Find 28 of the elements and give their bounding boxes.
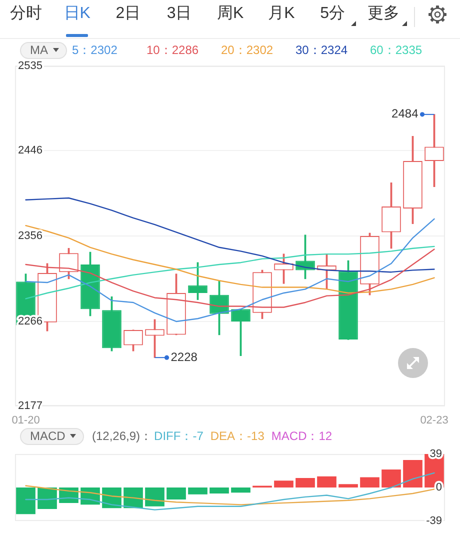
y-tick-label: 2177 <box>18 400 42 412</box>
text: 日K <box>64 4 90 24</box>
annotation: 2228 <box>170 350 198 364</box>
text: DEA：-13 <box>210 429 264 443</box>
y-tick-label: 2535 <box>18 60 42 72</box>
text: MACD <box>30 429 66 443</box>
annotation: 2484 <box>392 106 419 121</box>
text: 更多 <box>368 4 400 24</box>
y-tick-label: -39 <box>426 515 442 528</box>
y-tick-label: 2446 <box>18 144 42 157</box>
y-tick-label: 2356 <box>18 230 42 242</box>
text: 60：2335 <box>370 43 422 57</box>
text: 20：2302 <box>221 43 274 57</box>
x-tick-label: 01-20 <box>12 414 40 427</box>
text: 30：2324 <box>296 43 348 57</box>
text: 周K <box>217 4 244 24</box>
text: MA <box>30 43 48 57</box>
text: 5分 <box>320 4 346 24</box>
text: (12,26,9)： <box>92 429 152 444</box>
text: MACD：12 <box>271 429 332 443</box>
text: 月K <box>268 4 295 24</box>
x-tick-label: 02-23 <box>420 414 448 427</box>
text: 10：2286 <box>146 43 199 57</box>
text: DIFF：-7 <box>154 429 204 443</box>
text: 5：2302 <box>72 43 118 57</box>
text: 2日 <box>116 4 141 24</box>
text: 3日 <box>166 4 192 24</box>
text: 分时 <box>10 4 42 24</box>
